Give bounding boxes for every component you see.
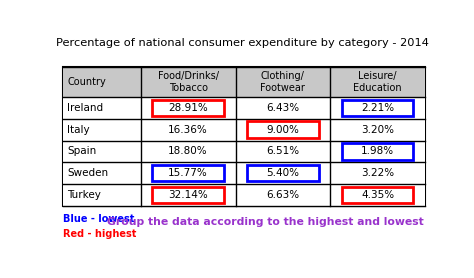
Text: Italy: Italy bbox=[67, 125, 90, 135]
Text: 6.63%: 6.63% bbox=[266, 190, 300, 200]
Text: 2.21%: 2.21% bbox=[361, 103, 394, 113]
Text: 15.77%: 15.77% bbox=[168, 168, 208, 178]
Text: 6.43%: 6.43% bbox=[266, 103, 300, 113]
Text: 5.40%: 5.40% bbox=[266, 168, 300, 178]
Text: Country: Country bbox=[67, 77, 106, 87]
Text: 3.22%: 3.22% bbox=[361, 168, 394, 178]
Text: Food/Drinks/
Tobacco: Food/Drinks/ Tobacco bbox=[158, 71, 219, 93]
Bar bbox=[152, 187, 224, 203]
Text: Sweden: Sweden bbox=[67, 168, 109, 178]
Bar bbox=[152, 165, 224, 181]
Text: 28.91%: 28.91% bbox=[168, 103, 208, 113]
Text: Clothing/
Footwear: Clothing/ Footwear bbox=[261, 71, 305, 93]
Text: 16.36%: 16.36% bbox=[168, 125, 208, 135]
Text: Spain: Spain bbox=[67, 147, 97, 157]
Text: 6.51%: 6.51% bbox=[266, 147, 300, 157]
Bar bbox=[342, 143, 413, 160]
Text: 3.20%: 3.20% bbox=[361, 125, 394, 135]
Text: 9.00%: 9.00% bbox=[266, 125, 300, 135]
Bar bbox=[342, 187, 413, 203]
Bar bbox=[247, 165, 319, 181]
Text: Percentage of national consumer expenditure by category - 2014: Percentage of national consumer expendit… bbox=[56, 38, 429, 48]
Text: Leisure/
Education: Leisure/ Education bbox=[353, 71, 402, 93]
Bar bbox=[247, 121, 319, 138]
Text: Red - highest: Red - highest bbox=[63, 229, 137, 239]
Text: 32.14%: 32.14% bbox=[168, 190, 208, 200]
Text: 18.80%: 18.80% bbox=[168, 147, 208, 157]
Text: 4.35%: 4.35% bbox=[361, 190, 394, 200]
Text: Ireland: Ireland bbox=[67, 103, 103, 113]
Text: Turkey: Turkey bbox=[67, 190, 101, 200]
Text: Group the data according to the highest and lowest: Group the data according to the highest … bbox=[107, 217, 423, 227]
Bar bbox=[152, 100, 224, 116]
Bar bbox=[342, 100, 413, 116]
Text: Blue - lowest: Blue - lowest bbox=[63, 214, 134, 224]
Text: 1.98%: 1.98% bbox=[361, 147, 394, 157]
